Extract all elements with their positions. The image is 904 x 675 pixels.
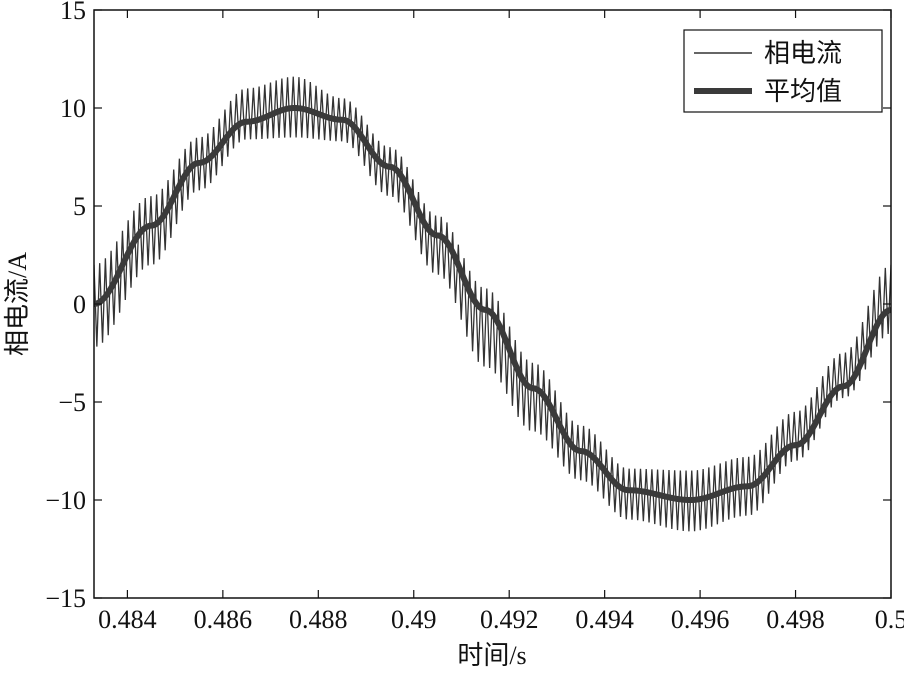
y-tick-label: 15 — [60, 0, 86, 25]
legend: 相电流 平均值 — [683, 29, 883, 113]
x-tick-label: 0.498 — [766, 605, 825, 634]
y-tick-label: −5 — [58, 388, 86, 417]
x-axis-ticks: 0.484 0.486 0.488 0.49 0.492 0.494 0.496 0.498 0… — [98, 10, 904, 634]
series-mean-line — [94, 105, 891, 503]
x-tick-label: 0.494 — [575, 605, 634, 634]
y-tick-label: −15 — [45, 584, 86, 613]
x-tick-label: 0.484 — [98, 605, 157, 634]
y-axis-title: 相电流/A — [3, 252, 32, 356]
x-tick-label: 0.5 — [875, 605, 904, 634]
plot-area — [94, 76, 891, 532]
x-axis-title: 时间/s — [457, 641, 526, 670]
x-tick-label: 0.496 — [671, 605, 730, 634]
x-tick-label: 0.488 — [289, 605, 348, 634]
y-tick-label: 5 — [73, 192, 86, 221]
y-tick-label: −10 — [45, 486, 86, 515]
plot-frame — [93, 9, 892, 599]
legend-label-mean: 平均值 — [764, 77, 842, 106]
x-tick-label: 0.49 — [391, 605, 437, 634]
legend-box — [683, 29, 883, 113]
y-tick-label: 0 — [73, 290, 86, 319]
y-axis-ticks: 15 10 5 0 −5 −10 −15 — [45, 0, 891, 613]
y-tick-label: 10 — [60, 94, 86, 123]
legend-label-phase-current: 相电流 — [764, 39, 842, 68]
x-tick-label: 0.486 — [194, 605, 253, 634]
x-tick-label: 0.492 — [480, 605, 539, 634]
